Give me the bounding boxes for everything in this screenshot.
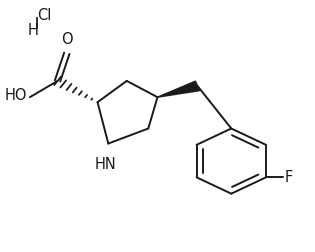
Text: F: F	[285, 170, 293, 185]
Polygon shape	[158, 81, 199, 97]
Text: Cl: Cl	[37, 8, 52, 23]
Text: HO: HO	[5, 88, 27, 103]
Text: O: O	[61, 32, 72, 47]
Text: HN: HN	[94, 157, 116, 172]
Text: H: H	[28, 23, 39, 38]
